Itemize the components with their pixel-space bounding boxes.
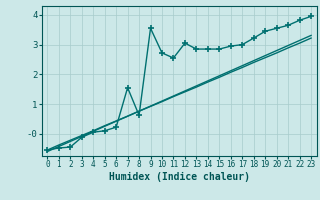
X-axis label: Humidex (Indice chaleur): Humidex (Indice chaleur) <box>109 172 250 182</box>
